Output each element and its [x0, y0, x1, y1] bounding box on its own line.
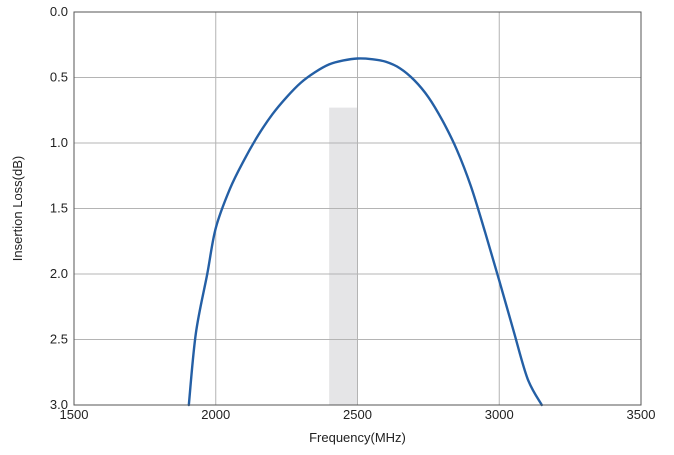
frequency-band-layer [329, 107, 358, 405]
y-tick-labels: 0.0 0.5 1.0 1.5 2.0 2.5 3.0 [50, 4, 68, 412]
y-tick-label: 2.0 [50, 266, 68, 281]
y-tick-label: 1.0 [50, 135, 68, 150]
grid-lines [74, 12, 641, 405]
x-tick-label: 2500 [343, 407, 372, 422]
y-tick-label: 3.0 [50, 397, 68, 412]
series-layer [187, 57, 543, 407]
x-axis-label: Frequency(MHz) [309, 430, 406, 445]
y-tick-label: 2.5 [50, 332, 68, 347]
x-tick-label: 3000 [485, 407, 514, 422]
x-tick-label: 1500 [60, 407, 89, 422]
frequency-band-highlight [329, 107, 358, 405]
y-tick-label: 0.5 [50, 70, 68, 85]
plot-frame [73, 11, 642, 406]
x-tick-label: 2000 [201, 407, 230, 422]
y-axis-label: Insertion Loss(dB) [10, 156, 25, 262]
y-tick-label: 1.5 [50, 201, 68, 216]
x-tick-label: 3500 [627, 407, 656, 422]
x-tick-labels: 1500 2000 2500 3000 3500 [60, 407, 656, 422]
y-tick-label: 0.0 [50, 4, 68, 19]
insertion-loss-series-line [187, 57, 543, 407]
